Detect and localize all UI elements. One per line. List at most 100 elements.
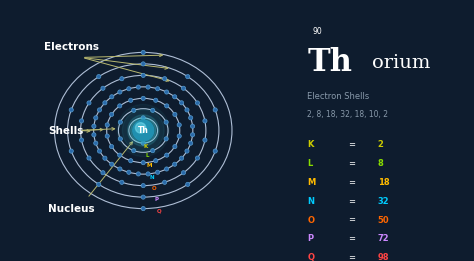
Circle shape [133, 120, 154, 141]
Text: Shells: Shells [48, 126, 84, 135]
Circle shape [213, 108, 217, 112]
Text: P: P [155, 197, 158, 202]
Text: P: P [307, 234, 313, 243]
Text: M: M [307, 178, 316, 187]
Circle shape [101, 171, 105, 175]
Circle shape [186, 182, 190, 186]
Circle shape [137, 85, 140, 89]
Circle shape [164, 167, 169, 171]
Text: 50: 50 [377, 216, 389, 224]
Text: O: O [307, 216, 314, 224]
Circle shape [173, 95, 177, 99]
Text: Q: Q [156, 209, 161, 214]
Text: O: O [152, 186, 156, 191]
Circle shape [195, 156, 200, 160]
Circle shape [155, 170, 160, 174]
Circle shape [141, 73, 146, 78]
Text: 18: 18 [377, 178, 389, 187]
Circle shape [80, 138, 83, 142]
Circle shape [69, 108, 73, 112]
Text: =: = [348, 159, 355, 168]
Circle shape [164, 104, 169, 108]
Circle shape [120, 180, 124, 184]
Text: =: = [348, 197, 355, 206]
Circle shape [92, 124, 96, 128]
Circle shape [132, 149, 136, 153]
Circle shape [105, 134, 109, 138]
Circle shape [128, 98, 133, 102]
Circle shape [164, 120, 168, 124]
Circle shape [97, 75, 101, 79]
Circle shape [164, 153, 169, 157]
Text: 32: 32 [377, 197, 389, 206]
Circle shape [191, 124, 195, 128]
Text: =: = [348, 140, 355, 149]
Circle shape [98, 108, 101, 112]
Text: M: M [147, 163, 152, 168]
Circle shape [141, 183, 146, 188]
Text: Electrons: Electrons [44, 42, 99, 52]
Text: 8: 8 [377, 159, 383, 168]
Text: K: K [144, 144, 148, 149]
Circle shape [141, 50, 146, 55]
Circle shape [94, 141, 98, 145]
Circle shape [109, 145, 114, 149]
Circle shape [177, 123, 182, 127]
Circle shape [122, 110, 164, 151]
Circle shape [118, 104, 122, 108]
Circle shape [164, 90, 169, 94]
Circle shape [117, 104, 169, 157]
Text: 90: 90 [313, 27, 322, 36]
Circle shape [131, 118, 156, 143]
Circle shape [98, 149, 101, 153]
Circle shape [141, 96, 146, 100]
Circle shape [151, 108, 155, 112]
Circle shape [146, 172, 150, 176]
Circle shape [118, 153, 122, 157]
Circle shape [80, 119, 83, 123]
Circle shape [163, 77, 167, 81]
Text: Nucleus: Nucleus [48, 204, 95, 214]
Circle shape [180, 156, 183, 160]
Circle shape [191, 133, 195, 137]
Text: Q: Q [307, 253, 314, 261]
Circle shape [141, 161, 146, 165]
Circle shape [146, 85, 150, 89]
Circle shape [69, 149, 73, 153]
Circle shape [103, 101, 107, 105]
Circle shape [109, 162, 114, 166]
Circle shape [118, 167, 122, 171]
Circle shape [118, 90, 122, 94]
Text: 2, 8, 18, 32, 18, 10, 2: 2, 8, 18, 32, 18, 10, 2 [307, 110, 388, 119]
Text: =: = [348, 234, 355, 243]
Text: N: N [149, 175, 154, 180]
Text: N: N [307, 197, 314, 206]
Circle shape [141, 206, 146, 211]
Text: Th: Th [307, 47, 352, 78]
Text: =: = [348, 178, 355, 187]
Circle shape [154, 98, 158, 102]
Circle shape [128, 159, 133, 163]
Circle shape [94, 116, 98, 120]
Text: 98: 98 [377, 253, 389, 261]
Circle shape [141, 62, 146, 66]
Circle shape [141, 195, 146, 199]
Circle shape [109, 95, 114, 99]
Circle shape [173, 162, 177, 166]
Circle shape [177, 134, 182, 138]
Circle shape [127, 170, 131, 174]
Circle shape [132, 108, 136, 112]
Circle shape [164, 137, 168, 141]
Circle shape [189, 141, 193, 145]
Text: =: = [348, 216, 355, 224]
Circle shape [203, 138, 207, 142]
Text: L: L [307, 159, 313, 168]
Text: L: L [146, 153, 149, 158]
Circle shape [137, 172, 140, 176]
Text: =: = [348, 253, 355, 261]
Circle shape [127, 87, 131, 91]
Text: Th: Th [138, 126, 149, 135]
Circle shape [92, 133, 96, 137]
Circle shape [87, 156, 91, 160]
Circle shape [173, 112, 177, 116]
